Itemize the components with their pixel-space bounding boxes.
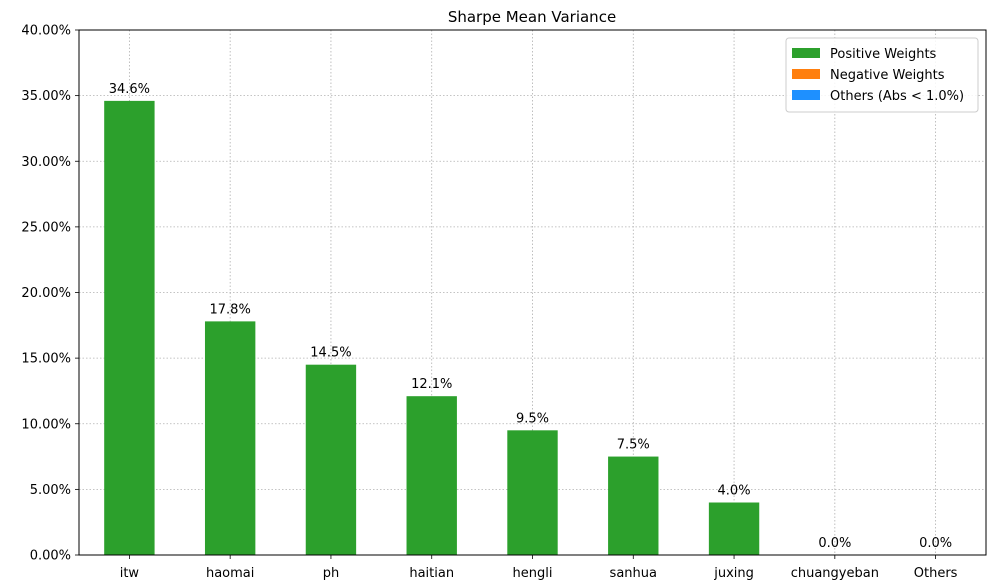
bar <box>104 100 155 555</box>
legend: Positive Weights Negative Weights Others (… <box>785 37 979 113</box>
data-label: 12.1% <box>411 377 452 392</box>
y-tick-label: 25.00% <box>21 220 71 235</box>
y-tick-label: 15.00% <box>21 352 71 367</box>
chart-title: Sharpe Mean Variance <box>448 8 616 26</box>
data-label: 17.8% <box>210 302 251 317</box>
y-ticks: 0.00% 5.00% 10.00% 15.00% 20.00% 25.00% 30.00%… <box>21 24 79 564</box>
bars <box>104 100 760 555</box>
x-tick-label: Others <box>914 566 958 581</box>
x-tick-label: ph <box>323 566 340 581</box>
legend-label: Others (Abs < 1.0%) <box>830 89 964 104</box>
x-tick-label: itw <box>120 566 140 581</box>
bar <box>708 502 760 555</box>
x-tick-label: sanhua <box>610 566 657 581</box>
y-tick-label: 5.00% <box>30 483 71 498</box>
x-ticks: itw haomai ph haitian hengli sanhua juxing chua… <box>120 555 958 581</box>
data-label: 0.0% <box>818 536 851 551</box>
data-label: 9.5% <box>516 411 549 426</box>
data-labels: 34.6% 17.8% 14.5% 12.1% 9.5% 7.5% 4.0% 0.0% 0.0% <box>109 82 952 551</box>
legend-label: Negative Weights <box>830 68 945 83</box>
x-tick-label: chuangyeban <box>791 566 879 581</box>
legend-box <box>785 37 979 113</box>
x-tick-label: juxing <box>713 566 754 581</box>
legend-swatch <box>792 90 820 100</box>
x-tick-label: haomai <box>206 566 254 581</box>
bar <box>406 396 457 555</box>
y-tick-label: 30.00% <box>21 155 71 170</box>
data-label: 34.6% <box>109 82 150 97</box>
data-label: 14.5% <box>310 346 351 361</box>
legend-swatch <box>792 69 820 79</box>
legend-label: Positive Weights <box>830 47 937 62</box>
bar <box>608 456 659 555</box>
data-label: 7.5% <box>617 438 650 453</box>
bar <box>507 430 558 555</box>
y-tick-label: 40.00% <box>21 24 71 39</box>
y-tick-label: 0.00% <box>30 549 71 564</box>
x-tick-label: hengli <box>513 566 553 581</box>
data-label: 0.0% <box>919 536 952 551</box>
bar <box>305 364 357 555</box>
data-label: 4.0% <box>718 484 751 499</box>
bar <box>204 321 256 555</box>
legend-swatch <box>792 48 820 58</box>
y-tick-label: 35.00% <box>21 89 71 104</box>
y-tick-label: 20.00% <box>21 286 71 301</box>
y-tick-label: 10.00% <box>21 417 71 432</box>
x-tick-label: haitian <box>409 566 454 581</box>
